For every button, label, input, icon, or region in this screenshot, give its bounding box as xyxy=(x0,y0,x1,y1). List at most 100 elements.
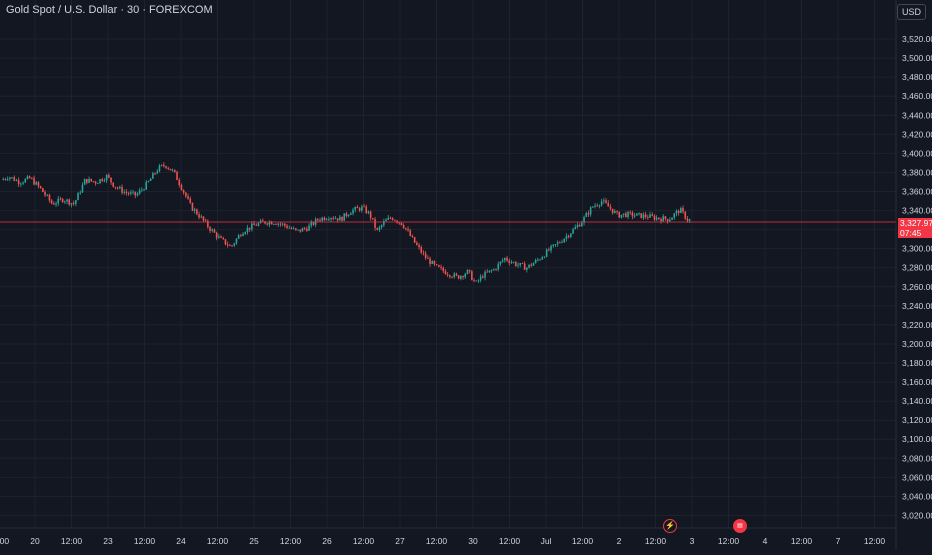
last-price-label: 3,327.97 07:45 xyxy=(898,218,932,239)
candle-body xyxy=(163,164,165,167)
candle-body xyxy=(519,263,522,265)
price-axis[interactable]: 3,020.00 3,040.00 3,060.00 3,080.00 3,100.00… xyxy=(902,34,932,520)
candle-body xyxy=(490,270,493,272)
y-tick-label: 3,280.00 xyxy=(902,263,932,273)
x-tick-label: 12:00 xyxy=(864,536,886,546)
candle-body xyxy=(281,223,284,225)
candle-body xyxy=(233,243,236,246)
candle-body xyxy=(479,276,482,281)
candle-body xyxy=(464,273,467,278)
candle-body xyxy=(633,215,636,217)
y-tick-label: 3,480.00 xyxy=(902,72,932,82)
candle-body xyxy=(24,178,27,183)
candle-body xyxy=(631,212,634,217)
candle-body xyxy=(383,221,385,226)
candle-body xyxy=(686,218,689,221)
candle-body xyxy=(550,245,552,251)
candle-body xyxy=(453,273,456,278)
grid-lines xyxy=(0,0,896,528)
candle-body xyxy=(391,218,394,220)
currency-button[interactable]: USD xyxy=(897,4,926,20)
y-tick-label: 3,520.00 xyxy=(902,34,932,44)
candle-body xyxy=(614,210,616,213)
candle-body xyxy=(616,210,618,212)
candle-body xyxy=(444,271,447,275)
candle-body xyxy=(64,201,66,203)
candle-body xyxy=(394,219,396,221)
x-tick-label: 24 xyxy=(176,536,186,546)
candle-body xyxy=(306,228,308,231)
lightning-icon[interactable]: ⚡ xyxy=(663,519,677,533)
candle-body xyxy=(176,171,178,181)
candle-body xyxy=(86,178,88,183)
candle-body xyxy=(196,209,198,215)
x-tick-label: 30 xyxy=(468,536,478,546)
candle-body xyxy=(438,265,440,267)
candle-body xyxy=(530,264,533,266)
candle-body xyxy=(222,237,225,240)
candle-body xyxy=(273,224,275,225)
candle-body xyxy=(147,180,150,182)
candle-body xyxy=(209,227,211,231)
candle-body xyxy=(543,256,546,258)
candle-body xyxy=(356,207,359,209)
candle-body xyxy=(642,214,645,219)
y-tick-label: 3,460.00 xyxy=(902,91,932,101)
bar-countdown: 07:45 xyxy=(900,228,922,239)
candle-body xyxy=(510,262,513,264)
candle-body xyxy=(618,211,621,218)
candle-body xyxy=(156,171,159,174)
candle-body xyxy=(475,280,478,282)
candle-body xyxy=(180,185,183,190)
candle-body xyxy=(442,267,445,272)
candle-body xyxy=(240,235,242,237)
candle-body xyxy=(13,177,16,181)
candle-body xyxy=(90,178,93,182)
symbol-title[interactable]: Gold Spot / U.S. Dollar · 30 · FOREXCOM xyxy=(6,4,213,16)
candle-body xyxy=(367,211,370,214)
candle-body xyxy=(587,213,590,215)
candle-body xyxy=(420,247,423,253)
candle-body xyxy=(110,177,112,183)
x-tick-label: 2 xyxy=(617,536,622,546)
candle-body xyxy=(143,189,145,191)
candle-body xyxy=(226,244,229,246)
candle-body xyxy=(127,193,130,194)
candle-body xyxy=(405,227,407,230)
candle-body xyxy=(2,178,5,181)
candle-body xyxy=(607,202,610,207)
candle-body xyxy=(532,263,535,266)
candle-body xyxy=(629,211,632,213)
y-tick-label: 3,380.00 xyxy=(902,167,932,177)
candle-body xyxy=(77,192,79,201)
us-flag-icon[interactable]: ▤ xyxy=(733,519,747,533)
candle-body xyxy=(204,220,207,222)
x-tick-label: 12:00 xyxy=(791,536,813,546)
candle-body xyxy=(374,219,376,229)
candle-body xyxy=(411,235,414,238)
candle-body xyxy=(39,186,42,189)
candle-body xyxy=(292,228,295,230)
x-tick-label: 12:00 xyxy=(499,536,521,546)
candle-body xyxy=(297,229,299,231)
candle-body xyxy=(257,223,260,226)
candle-body xyxy=(688,219,691,221)
candle-body xyxy=(235,238,238,244)
candle-body xyxy=(620,214,623,218)
candle-body xyxy=(246,227,249,233)
candle-body xyxy=(468,269,471,272)
candle-body xyxy=(11,177,13,179)
candle-body xyxy=(48,194,51,201)
candle-body xyxy=(499,261,502,264)
candle-body xyxy=(218,236,220,238)
candle-body xyxy=(99,179,101,184)
candle-body xyxy=(682,208,684,212)
candle-body xyxy=(455,273,458,276)
candles xyxy=(2,162,691,283)
candle-body xyxy=(427,258,429,259)
time-axis[interactable]: 12:002012:002312:002412:002512:002612:00… xyxy=(0,536,885,546)
candle-body xyxy=(50,200,53,204)
candle-body xyxy=(116,187,119,189)
